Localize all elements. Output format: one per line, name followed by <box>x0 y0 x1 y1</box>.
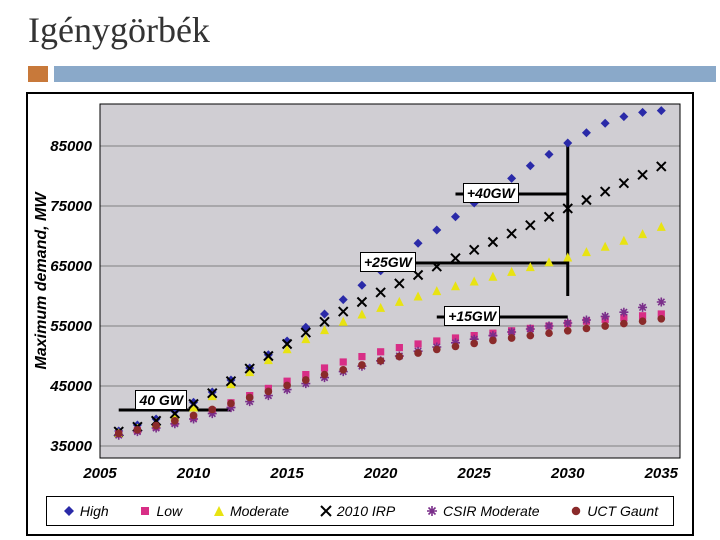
accent-rule <box>54 66 716 82</box>
legend-item: CSIR Moderate <box>425 503 539 519</box>
legend-label: UCT Gaunt <box>587 503 658 519</box>
svg-text:35000: 35000 <box>50 438 92 455</box>
demand-chart: 35000 45000 55000 65000 75000 85000 2005 2010 20… <box>28 94 692 486</box>
chart-frame: 35000 45000 55000 65000 75000 85000 2005 2010 20… <box>26 92 694 536</box>
svg-text:65000: 65000 <box>50 258 92 275</box>
legend-item: High <box>62 503 109 519</box>
legend-label: Moderate <box>230 503 289 519</box>
svg-text:45000: 45000 <box>49 378 92 395</box>
annotation-label: +25GW <box>360 252 416 272</box>
svg-text:2015: 2015 <box>269 465 304 482</box>
svg-text:2025: 2025 <box>457 465 492 482</box>
legend-item: Moderate <box>212 503 289 519</box>
svg-text:2035: 2035 <box>644 465 679 482</box>
legend: High Low Moderate 2010 IRP CSIR Moderate UCT … <box>46 496 674 526</box>
legend-label: High <box>80 503 109 519</box>
legend-label: CSIR Moderate <box>443 503 539 519</box>
svg-text:85000: 85000 <box>50 138 92 155</box>
svg-text:2005: 2005 <box>82 465 117 482</box>
svg-text:Maximum demand, MW: Maximum demand, MW <box>33 191 50 370</box>
annotation-label: 40 GW <box>135 390 187 410</box>
svg-text:2010: 2010 <box>176 465 211 482</box>
legend-item: UCT Gaunt <box>569 503 658 519</box>
svg-text:2020: 2020 <box>363 465 398 482</box>
accent-block <box>28 66 48 82</box>
page-title: Igénygörbék <box>28 9 210 51</box>
annotation-label: +40GW <box>463 183 519 203</box>
legend-item: 2010 IRP <box>319 503 395 519</box>
legend-label: Low <box>156 503 182 519</box>
legend-label: 2010 IRP <box>337 503 395 519</box>
legend-item: Low <box>138 503 182 519</box>
svg-text:2030: 2030 <box>550 465 585 482</box>
annotation-label: +15GW <box>444 306 500 326</box>
svg-text:75000: 75000 <box>50 198 92 215</box>
svg-text:55000: 55000 <box>50 318 92 335</box>
